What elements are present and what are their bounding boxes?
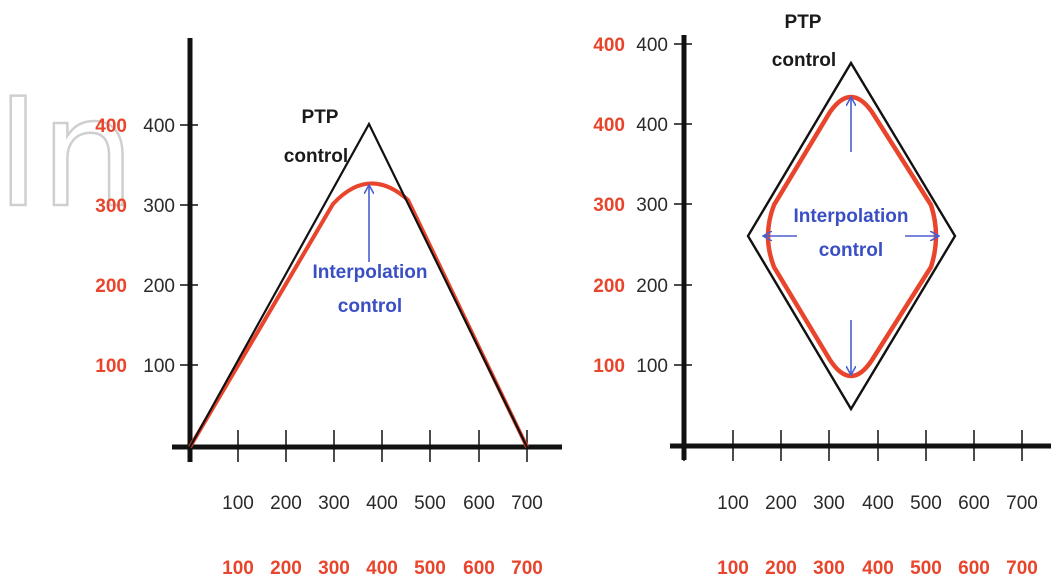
left-y-label-black-200: 200 — [143, 276, 175, 297]
right-y-tick-labels-red: 100 200 300 400 400 — [593, 35, 625, 377]
right-y-label-red-100: 100 — [593, 356, 625, 377]
right-ptp-path — [746, 60, 957, 412]
left-x-label-black-600: 600 — [463, 493, 495, 514]
right-x-label-black-400: 400 — [862, 493, 894, 514]
right-panel: 100 200 300 400 400 100 200 300 400 400 … — [593, 12, 1051, 579]
left-x-label-red-700: 700 — [511, 558, 543, 579]
left-x-label-black-500: 500 — [414, 493, 446, 514]
right-ptp-label-line1: PTP — [785, 12, 822, 33]
left-interpolation-label: Interpolation control — [312, 262, 427, 317]
right-x-label-black-300: 300 — [813, 493, 845, 514]
left-x-tick-labels-black: 100 200 300 400 500 600 700 — [222, 493, 543, 514]
right-x-label-red-100: 100 — [717, 558, 749, 579]
left-x-label-red-500: 500 — [414, 558, 446, 579]
right-x-tick-labels-red: 100 200 300 400 500 600 700 — [717, 558, 1038, 579]
left-y-tick-labels-red: 100 200 300 400 — [95, 116, 127, 377]
right-x-label-black-100: 100 — [717, 493, 749, 514]
right-y-label-black-300: 300 — [636, 195, 668, 216]
right-y-tick-marks — [674, 43, 692, 366]
right-y-label-black-200: 200 — [636, 276, 668, 297]
left-y-label-red-400: 400 — [95, 116, 127, 137]
right-interpolation-label: Interpolation control — [793, 206, 908, 261]
right-y-tick-labels-black: 100 200 300 400 400 — [636, 35, 668, 377]
right-y-label-red-200: 200 — [593, 276, 625, 297]
left-y-label-black-400: 400 — [143, 116, 175, 137]
right-x-label-black-700: 700 — [1006, 493, 1038, 514]
right-x-label-black-500: 500 — [910, 493, 942, 514]
right-x-label-red-700: 700 — [1006, 558, 1038, 579]
right-y-label-red-top: 400 — [593, 35, 625, 56]
right-interpolation-path — [765, 94, 939, 379]
left-y-tick-labels-black: 100 200 300 400 — [143, 116, 175, 377]
right-x-tick-marks — [683, 430, 1023, 461]
right-y-label-black-top: 400 — [636, 35, 668, 56]
right-y-label-black-100: 100 — [636, 356, 668, 377]
left-x-label-red-200: 200 — [270, 558, 302, 579]
left-x-tick-labels-red: 100 200 300 400 500 600 700 — [222, 558, 543, 579]
left-interpolation-label-line1: Interpolation — [312, 262, 427, 283]
right-y-label-red-400: 400 — [593, 115, 625, 136]
right-y-label-red-300: 300 — [593, 195, 625, 216]
right-interpolation-label-line1: Interpolation — [793, 206, 908, 227]
right-x-label-red-200: 200 — [765, 558, 797, 579]
right-x-label-black-600: 600 — [958, 493, 990, 514]
left-x-label-black-300: 300 — [318, 493, 350, 514]
left-x-label-black-200: 200 — [270, 493, 302, 514]
left-y-label-red-200: 200 — [95, 276, 127, 297]
left-x-label-red-600: 600 — [463, 558, 495, 579]
left-ptp-label-line2: control — [284, 146, 348, 167]
left-x-label-red-100: 100 — [222, 558, 254, 579]
left-ptp-label: PTP control — [284, 107, 348, 167]
watermark-logo-text: In — [0, 67, 135, 241]
right-ptp-label-line2: control — [772, 50, 836, 71]
right-x-label-red-300: 300 — [813, 558, 845, 579]
right-x-tick-labels-black: 100 200 300 400 500 600 700 — [717, 493, 1038, 514]
right-x-label-red-600: 600 — [958, 558, 990, 579]
left-x-label-black-700: 700 — [511, 493, 543, 514]
left-y-label-red-100: 100 — [95, 356, 127, 377]
left-x-label-black-400: 400 — [366, 493, 398, 514]
right-y-label-black-400: 400 — [636, 115, 668, 136]
right-x-label-red-500: 500 — [910, 558, 942, 579]
left-y-label-black-300: 300 — [143, 196, 175, 217]
left-x-label-black-100: 100 — [222, 493, 254, 514]
left-panel: 100 200 300 400 100 200 300 400 100 200 … — [95, 38, 562, 579]
left-x-label-red-400: 400 — [366, 558, 398, 579]
left-interpolation-label-line2: control — [338, 296, 402, 317]
left-y-tick-marks — [180, 124, 198, 366]
right-x-label-red-400: 400 — [862, 558, 894, 579]
left-ptp-label-line1: PTP — [302, 107, 339, 128]
right-interpolation-label-line2: control — [819, 240, 883, 261]
left-ptp-path — [189, 121, 528, 448]
right-ptp-label: PTP control — [772, 12, 836, 71]
left-y-label-black-100: 100 — [143, 356, 175, 377]
right-x-label-black-200: 200 — [765, 493, 797, 514]
left-x-label-red-300: 300 — [318, 558, 350, 579]
left-y-label-red-300: 300 — [95, 196, 127, 217]
